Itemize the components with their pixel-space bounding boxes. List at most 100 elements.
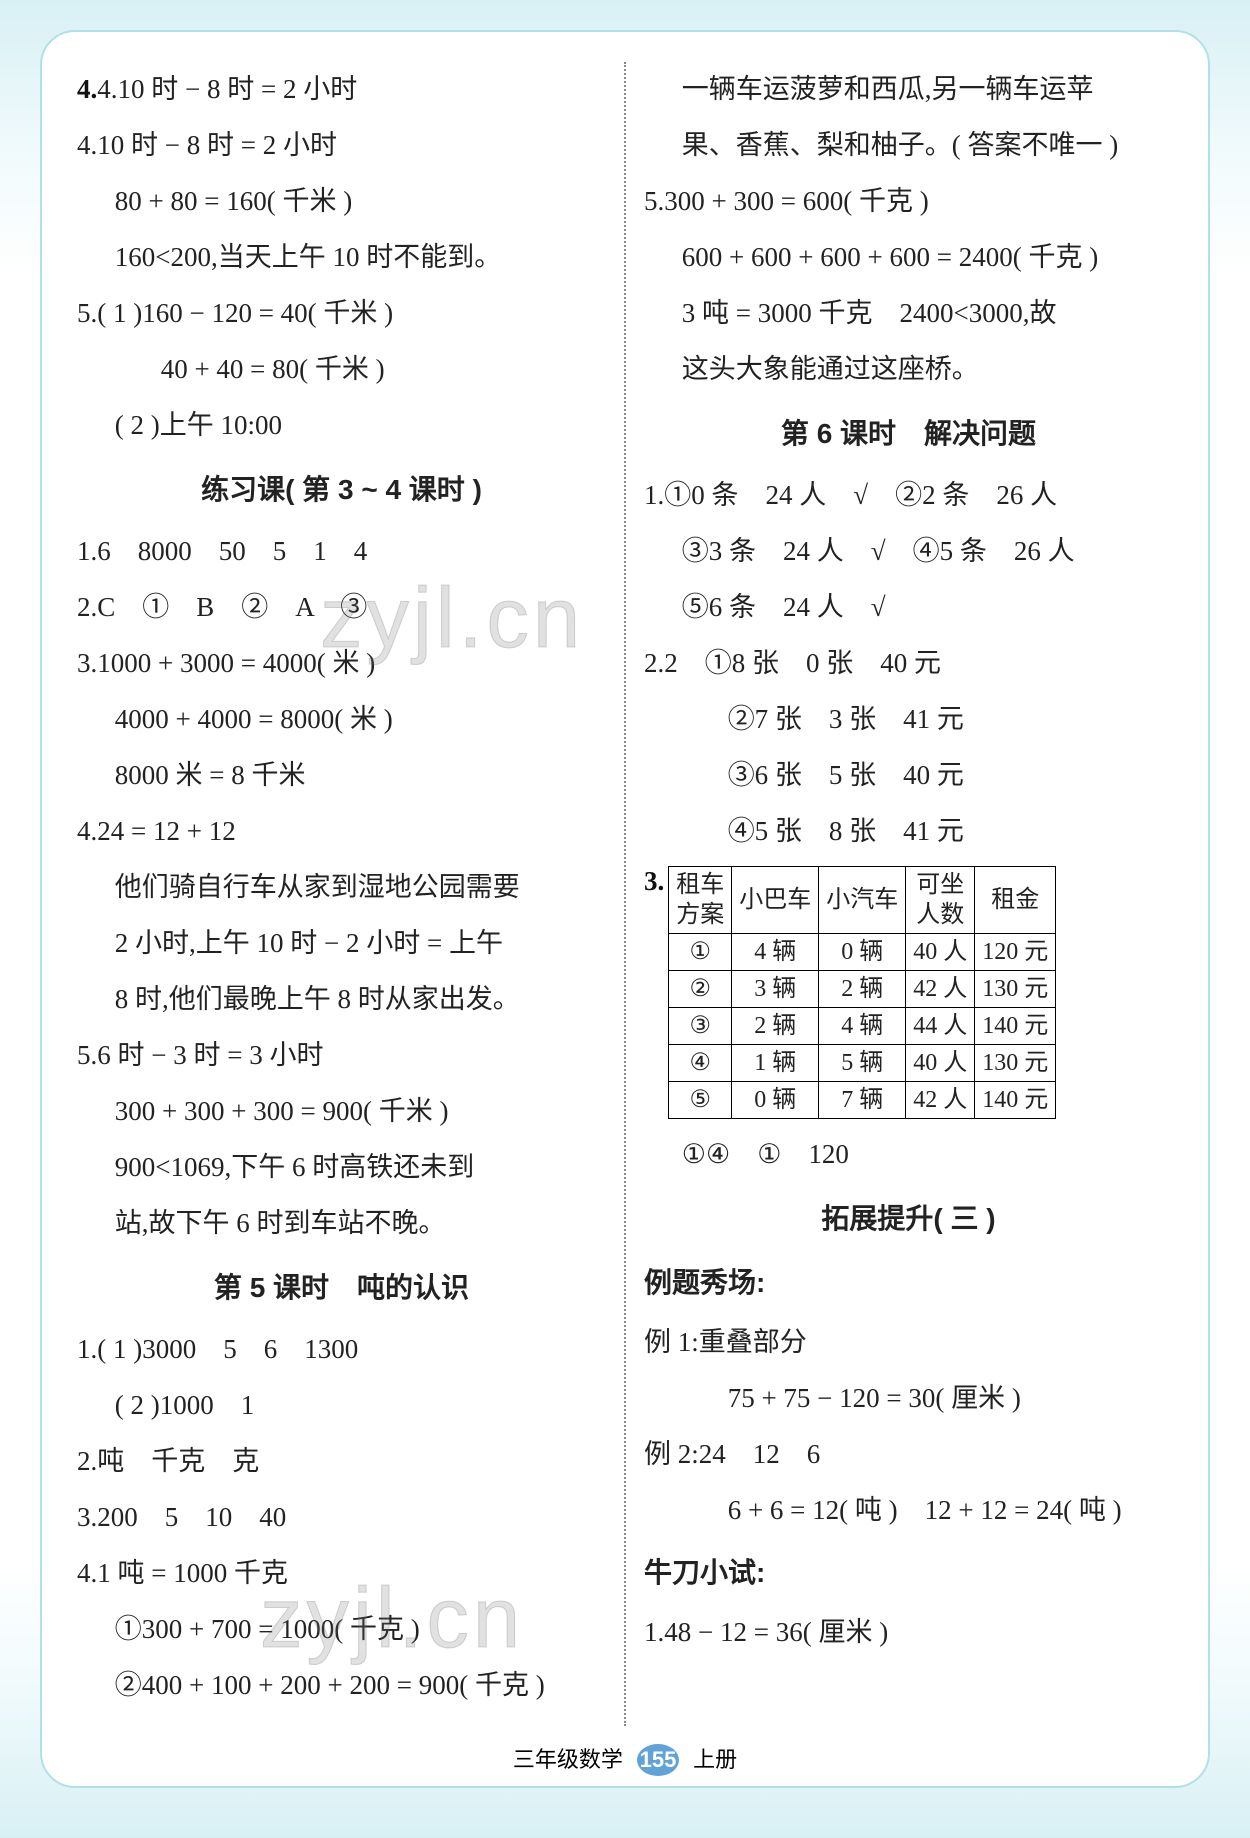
text-line: ④5 张 8 张 41 元 xyxy=(644,804,1173,858)
q3-row: 3. 租车方案小巴车小汽车可坐人数租金 ①4 辆0 辆40 人120 元②3 辆… xyxy=(644,860,1173,1127)
table-cell: 2 辆 xyxy=(732,1008,819,1045)
table-cell: ④ xyxy=(669,1045,732,1082)
table-cell: 2 辆 xyxy=(819,971,906,1008)
table-header-cell: 可坐人数 xyxy=(906,867,975,934)
section-title: 拓展提升( 三 ) xyxy=(644,1191,1173,1247)
text-line: ⑤6 条 24 人 √ xyxy=(644,580,1173,634)
footer-volume: 上册 xyxy=(693,1747,737,1772)
text-line: 3.200 5 10 40 xyxy=(77,1490,606,1544)
text-line: 160<200,当天上午 10 时不能到。 xyxy=(77,230,606,284)
text-line: ①300 + 700 = 1000( 千克 ) xyxy=(77,1602,606,1656)
text-line: 2.C ① B ② A ③ xyxy=(77,580,606,634)
table-row: ③2 辆4 辆44 人140 元 xyxy=(669,1008,1056,1045)
table-cell: 4 辆 xyxy=(732,934,819,971)
text-line: 5.6 时 − 3 时 = 3 小时 xyxy=(77,1028,606,1082)
text-line: 1.①0 条 24 人 √ ②2 条 26 人 xyxy=(644,468,1173,522)
page-number: 155 xyxy=(637,1744,679,1776)
page-footer: 三年级数学 155 上册 xyxy=(42,1742,1208,1776)
text-line: 8 时,他们最晚上午 8 时从家出发。 xyxy=(77,972,606,1026)
text-line: 4.24 = 12 + 12 xyxy=(77,804,606,858)
text-line: 一辆车运菠萝和西瓜,另一辆车运苹 xyxy=(644,62,1173,116)
table-cell: 40 人 xyxy=(906,1045,975,1082)
table-header-cell: 小汽车 xyxy=(819,867,906,934)
table-row: ④1 辆5 辆40 人130 元 xyxy=(669,1045,1056,1082)
text-line: ③3 条 24 人 √ ④5 条 26 人 xyxy=(644,524,1173,578)
table-cell: 3 辆 xyxy=(732,971,819,1008)
text-line: ②400 + 100 + 200 + 200 = 900( 千克 ) xyxy=(77,1658,606,1712)
text-line: 4000 + 4000 = 8000( 米 ) xyxy=(77,692,606,746)
table-cell: 42 人 xyxy=(906,971,975,1008)
plan-table: 租车方案小巴车小汽车可坐人数租金 ①4 辆0 辆40 人120 元②3 辆2 辆… xyxy=(668,866,1056,1119)
table-cell: 42 人 xyxy=(906,1082,975,1119)
two-column-layout: 4.4.10 时 − 8 时 = 2 小时 document.currentSc… xyxy=(77,62,1173,1726)
text-line: 1.48 − 12 = 36( 厘米 ) xyxy=(644,1605,1173,1659)
table-cell: 7 辆 xyxy=(819,1082,906,1119)
text-line: 8000 米 = 8 千米 xyxy=(77,748,606,802)
text-line: 例 1:重叠部分 xyxy=(644,1315,1173,1369)
text-line: 2.2 ①8 张 0 张 40 元 xyxy=(644,636,1173,690)
text-line: 4.1 吨 = 1000 千克 xyxy=(77,1546,606,1600)
right-column: 一辆车运菠萝和西瓜,另一辆车运苹 果、香蕉、梨和柚子。( 答案不唯一 ) 5.3… xyxy=(626,62,1173,1726)
text-line: 300 + 300 + 300 = 900( 千米 ) xyxy=(77,1084,606,1138)
text-line: 果、香蕉、梨和柚子。( 答案不唯一 ) xyxy=(644,118,1173,172)
text-line: 5.( 1 )160 − 120 = 40( 千米 ) xyxy=(77,286,606,340)
text-line: 900<1069,下午 6 时高铁还未到 xyxy=(77,1140,606,1194)
table-row: ②3 辆2 辆42 人130 元 xyxy=(669,971,1056,1008)
table-cell: 120 元 xyxy=(975,934,1056,971)
section-title: 第 6 课时 解决问题 xyxy=(644,406,1173,462)
table-row: ⑤0 辆7 辆42 人140 元 xyxy=(669,1082,1056,1119)
sub-title: 例题秀场: xyxy=(644,1255,1173,1311)
text-line: 1.6 8000 50 5 1 4 xyxy=(77,524,606,578)
text-line: ( 2 )上午 10:00 xyxy=(77,398,606,452)
text-line: 4.4.10 时 − 8 时 = 2 小时 xyxy=(77,62,606,116)
sub-title: 牛刀小试: xyxy=(644,1545,1173,1601)
text-line: 600 + 600 + 600 + 600 = 2400( 千克 ) xyxy=(644,230,1173,284)
section-title: 练习课( 第 3 ~ 4 课时 ) xyxy=(77,462,606,518)
table-cell: 0 辆 xyxy=(819,934,906,971)
table-cell: 44 人 xyxy=(906,1008,975,1045)
text-line: ②7 张 3 张 41 元 xyxy=(644,692,1173,746)
table-cell: ① xyxy=(669,934,732,971)
text: 4.10 时 − 8 时 = 2 小时 xyxy=(97,74,357,104)
table-cell: 40 人 xyxy=(906,934,975,971)
table-header-row: 租车方案小巴车小汽车可坐人数租金 xyxy=(669,867,1056,934)
q3-label: 3. xyxy=(644,860,664,903)
table-row: ①4 辆0 辆40 人120 元 xyxy=(669,934,1056,971)
text-line: ③6 张 5 张 40 元 xyxy=(644,748,1173,802)
text-line: 40 + 40 = 80( 千米 ) xyxy=(77,342,606,396)
text-line: 5.300 + 300 = 600( 千克 ) xyxy=(644,174,1173,228)
left-column: 4.4.10 时 − 8 时 = 2 小时 document.currentSc… xyxy=(77,62,624,1726)
table-cell: 4 辆 xyxy=(819,1008,906,1045)
text-line: 站,故下午 6 时到车站不晚。 xyxy=(77,1196,606,1250)
text-line: 4.10 时 − 8 时 = 2 小时 xyxy=(77,118,606,172)
text-line: 2.吨 千克 克 xyxy=(77,1434,606,1488)
table-cell: 130 元 xyxy=(975,1045,1056,1082)
table-cell: ② xyxy=(669,971,732,1008)
page-frame: 4.4.10 时 − 8 时 = 2 小时 document.currentSc… xyxy=(40,30,1210,1788)
table-header-cell: 小巴车 xyxy=(732,867,819,934)
text-line: 他们骑自行车从家到湿地公园需要 xyxy=(77,860,606,914)
table-header-cell: 租金 xyxy=(975,867,1056,934)
text-line: 3.1000 + 3000 = 4000( 米 ) xyxy=(77,636,606,690)
table-cell: 130 元 xyxy=(975,971,1056,1008)
text-line: 75 + 75 − 120 = 30( 厘米 ) xyxy=(644,1371,1173,1425)
text-line: 2 小时,上午 10 时 − 2 小时 = 上午 xyxy=(77,916,606,970)
footer-grade: 三年级数学 xyxy=(513,1747,623,1772)
text-line: 80 + 80 = 160( 千米 ) xyxy=(77,174,606,228)
text-line: 1.( 1 )3000 5 6 1300 xyxy=(77,1322,606,1376)
table-cell: 140 元 xyxy=(975,1008,1056,1045)
section-title: 第 5 课时 吨的认识 xyxy=(77,1260,606,1316)
text-line: 3 吨 = 3000 千克 2400<3000,故 xyxy=(644,286,1173,340)
table-cell: 140 元 xyxy=(975,1082,1056,1119)
text-line: 6 + 6 = 12( 吨 ) 12 + 12 = 24( 吨 ) xyxy=(644,1483,1173,1537)
table-cell: 1 辆 xyxy=(732,1045,819,1082)
text-line: ( 2 )1000 1 xyxy=(77,1378,606,1432)
text-line: ①④ ① 120 xyxy=(644,1127,1173,1181)
table-header-cell: 租车方案 xyxy=(669,867,732,934)
table-cell: ⑤ xyxy=(669,1082,732,1119)
table-cell: 0 辆 xyxy=(732,1082,819,1119)
table-cell: ③ xyxy=(669,1008,732,1045)
text-line: 例 2:24 12 6 xyxy=(644,1427,1173,1481)
table-cell: 5 辆 xyxy=(819,1045,906,1082)
text-line: 这头大象能通过这座桥。 xyxy=(644,342,1173,396)
